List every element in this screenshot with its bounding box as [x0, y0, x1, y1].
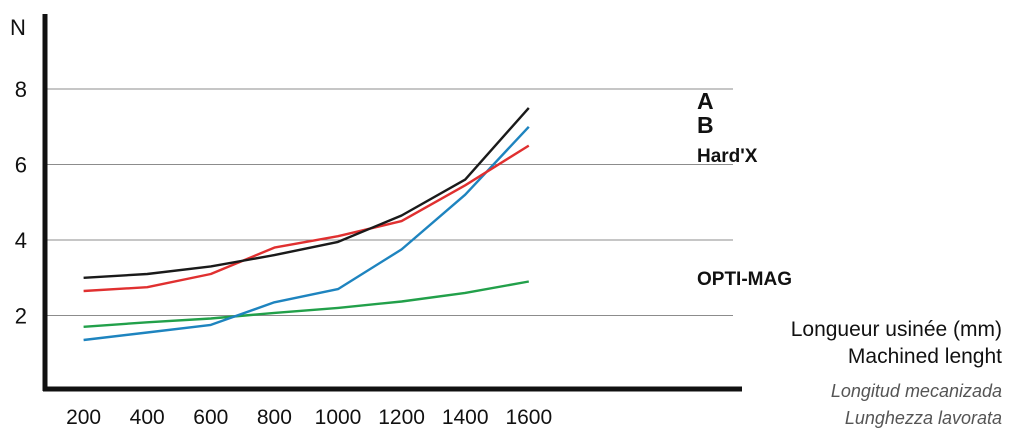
y-tick-labels: 2 4 6 8: [15, 77, 27, 329]
gridlines: [45, 88, 733, 316]
y-tick-label: 6: [15, 153, 27, 178]
y-axis-unit: N: [10, 15, 26, 40]
x-axis-label-en: Machined lenght: [847, 345, 1002, 368]
x-axis-label-es: Longitud mecanizada: [830, 381, 1002, 401]
series-lines: [83, 107, 530, 342]
x-axis-label-it: Lunghezza lavorata: [844, 408, 1002, 428]
x-tick-label: 1200: [378, 406, 425, 429]
series-line-a: [83, 107, 530, 279]
y-tick-label: 2: [15, 304, 27, 329]
x-tick-label: 200: [66, 406, 101, 429]
series-line-b: [83, 125, 530, 342]
series-label-opti-mag: OPTI-MAG: [697, 269, 792, 290]
series-label-b: B: [697, 112, 714, 138]
y-tick-label: 8: [15, 77, 27, 102]
series-line-hard-x: [83, 144, 530, 293]
x-tick-label: 600: [193, 406, 228, 429]
x-tick-labels: 200 400 600 800 1000 1200 1400 1600: [66, 406, 552, 429]
x-tick-label: 800: [257, 406, 292, 429]
x-tick-label: 400: [130, 406, 165, 429]
x-tick-label: 1600: [505, 406, 552, 429]
x-tick-label: 1400: [442, 406, 489, 429]
series-label-hardx: Hard'X: [697, 146, 758, 167]
series-line-opti-mag: [83, 280, 530, 328]
series-label-a: A: [697, 88, 714, 114]
y-tick-label: 4: [15, 228, 27, 253]
x-tick-label: 1000: [315, 406, 362, 429]
x-axis-label-fr: Longueur usinée (mm): [790, 318, 1002, 341]
